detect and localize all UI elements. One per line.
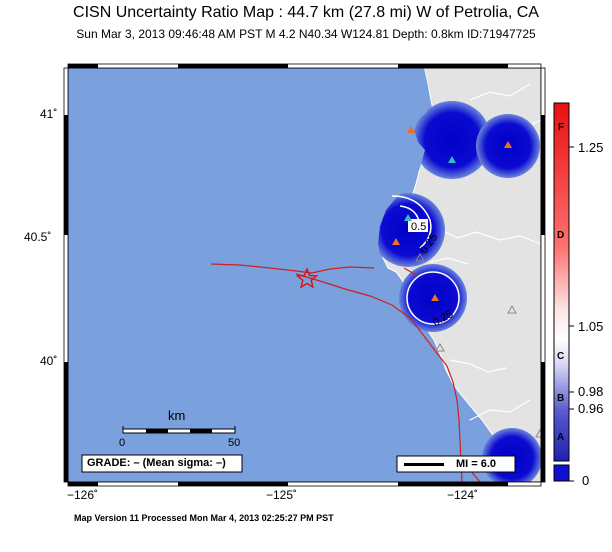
lon-label-124: −124˚ <box>447 488 479 502</box>
colorbar-grade-letter: C <box>557 351 565 362</box>
lat-label-41: 41˚ <box>40 107 58 121</box>
lat-label-40: 40˚ <box>40 354 58 368</box>
station-marker <box>407 126 415 133</box>
lat-label-40-5: 40.5˚ <box>24 230 52 244</box>
map-title: CISN Uncertainty Ratio Map : 44.7 km (27… <box>73 4 539 21</box>
epicenter-star <box>295 267 319 289</box>
colorbar-tick-label: 1.25 <box>578 140 604 155</box>
stations <box>392 126 541 438</box>
event-subtitle: Sun Mar 3, 2013 09:46:48 AM PST M 4.2 N4… <box>76 27 536 41</box>
map-version-footer: Map Version 11 Processed Mon Mar 4, 2013… <box>74 513 334 523</box>
lon-label-126: −126˚ <box>67 488 99 502</box>
mi-legend-text: MI = 6.0 <box>456 458 497 470</box>
grade-text: GRADE: – (Mean sigma: –) <box>87 457 226 469</box>
station-marker <box>431 294 439 301</box>
station-marker <box>392 238 400 245</box>
land-edge-mask <box>68 68 430 272</box>
scale-unit-label: km <box>168 408 186 423</box>
station-marker <box>504 141 512 148</box>
colorbar-grade-letter: A <box>557 432 565 443</box>
station-marker <box>415 252 425 262</box>
colorbar-tick-label: 0.98 <box>578 384 604 399</box>
station-marker <box>507 304 517 314</box>
scale-bar <box>122 426 236 434</box>
scale-min-label: 0 <box>119 437 126 449</box>
station-marker <box>404 214 412 221</box>
colorbar-grade-letter: B <box>557 393 565 404</box>
colorbar-tick-label: 1.05 <box>578 319 604 334</box>
colorbar <box>553 102 574 482</box>
mi-legend <box>396 455 516 473</box>
colorbar-grade-letter: D <box>557 230 565 241</box>
colorbar-tick-label: 0 <box>582 473 590 488</box>
colorbar-grade-letter: F <box>558 122 565 133</box>
scale-max-label: 50 <box>228 437 241 449</box>
map-border <box>63 63 546 487</box>
contour-label: 0.5 <box>411 221 426 233</box>
lon-label-125: −125˚ <box>266 488 298 502</box>
colorbar-tick-label: 0.96 <box>578 401 604 416</box>
grade-box <box>81 454 243 473</box>
station-marker <box>535 428 541 438</box>
station-marker <box>448 156 456 163</box>
station-marker <box>435 342 445 352</box>
